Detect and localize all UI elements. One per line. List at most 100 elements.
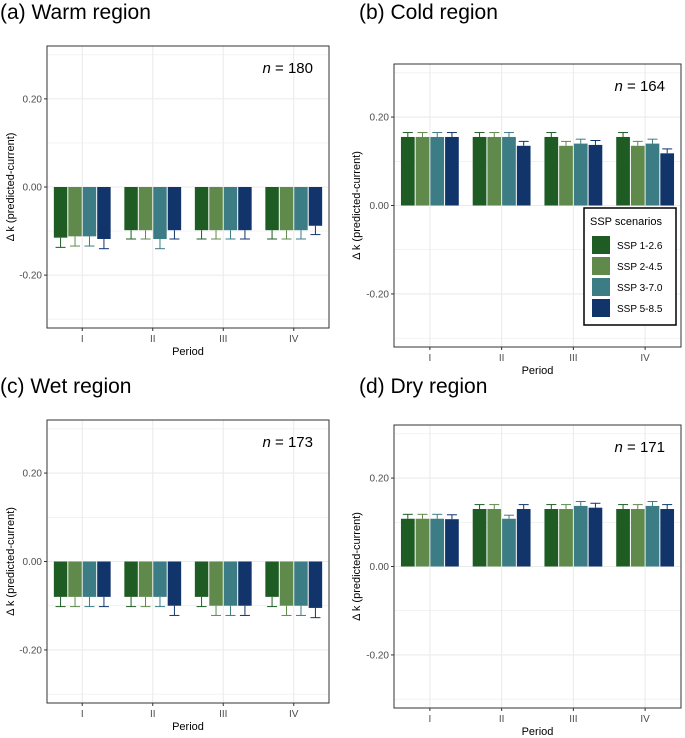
bar-a-ssp-1-2-6-iii <box>194 187 209 231</box>
x-tick-label: II <box>499 714 505 725</box>
bar-b-ssp-3-7-0-ii <box>502 136 516 206</box>
sample-size-symbol: n <box>263 434 271 451</box>
bar-b-ssp-1-2-6-ii <box>472 136 487 206</box>
bar-b-ssp-2-4-5-i <box>415 136 430 206</box>
x-tick-label: IV <box>289 334 299 345</box>
bar-d-ssp-3-7-0-i <box>430 518 445 567</box>
bar-a-ssp-1-2-6-i <box>53 187 68 238</box>
sample-size-symbol: n <box>615 439 623 456</box>
bar-d-ssp-1-2-6-iv <box>616 509 630 567</box>
y-tick-label: 0.00 <box>23 557 43 568</box>
bar-d-ssp-2-4-5-iv <box>630 509 645 567</box>
bar-a-ssp-3-7-0-iii <box>223 187 238 231</box>
sample-size-label: n = 180 <box>263 60 313 77</box>
bar-c-ssp-1-2-6-i <box>53 561 68 597</box>
bar-a-ssp-5-8-5-i <box>97 187 111 239</box>
bar-b-ssp-2-4-5-iv <box>630 145 645 206</box>
bar-b-ssp-5-8-5-i <box>445 136 459 206</box>
bar-c-ssp-3-7-0-i <box>82 561 97 597</box>
bar-b-ssp-1-2-6-iv <box>616 136 630 206</box>
legend-label: SSP 1-2.6 <box>617 241 663 252</box>
x-tick-label: I <box>81 709 84 720</box>
y-tick-label: -0.20 <box>19 271 42 282</box>
y-tick-label: 0.20 <box>23 94 43 105</box>
sample-size-label: n = 173 <box>263 434 313 451</box>
legend-swatch <box>592 299 610 317</box>
bar-c-ssp-5-8-5-i <box>97 561 111 597</box>
y-tick-label: 0.00 <box>23 183 43 194</box>
sample-size-value: = 164 <box>623 78 665 95</box>
bar-c-ssp-5-8-5-ii <box>167 561 182 606</box>
y-tick-label: 0.20 <box>370 474 390 485</box>
legend-swatch <box>592 278 610 296</box>
sample-size-value: = 180 <box>271 60 313 77</box>
bar-a-ssp-3-7-0-ii <box>153 187 167 239</box>
bar-d-ssp-3-7-0-ii <box>502 518 516 567</box>
bar-c-ssp-5-8-5-iv <box>308 561 323 608</box>
panel-title: (d) Dry region <box>359 375 487 398</box>
panel-title: (b) Cold region <box>359 1 498 24</box>
sample-size-value: = 173 <box>271 434 313 451</box>
y-axis-title: Δ k (predicted-current) <box>5 133 17 242</box>
y-axis-title: Δ k (predicted-current) <box>351 512 363 621</box>
x-tick-label: I <box>81 334 84 345</box>
bar-c-ssp-1-2-6-iv <box>265 561 279 597</box>
bar-c-ssp-2-4-5-i <box>68 561 82 597</box>
bar-d-ssp-1-2-6-iii <box>544 509 559 567</box>
legend-swatch <box>592 257 610 275</box>
bar-c-ssp-2-4-5-iii <box>209 561 223 606</box>
y-tick-label: 0.00 <box>370 201 390 212</box>
sample-size-label: n = 171 <box>615 439 665 456</box>
legend-swatch <box>592 236 610 254</box>
x-axis-title: Period <box>172 721 204 733</box>
bar-d-ssp-3-7-0-iii <box>573 505 588 567</box>
bar-b-ssp-1-2-6-iii <box>544 136 559 206</box>
panel-title: (a) Warm region <box>0 1 151 24</box>
bar-a-ssp-2-4-5-ii <box>138 187 153 231</box>
bar-c-ssp-3-7-0-ii <box>153 561 167 597</box>
bar-d-ssp-5-8-5-ii <box>516 509 531 567</box>
bar-c-ssp-2-4-5-ii <box>138 561 153 597</box>
bar-b-ssp-2-4-5-iii <box>559 145 573 206</box>
x-tick-label: I <box>428 353 431 364</box>
bar-d-ssp-1-2-6-ii <box>472 509 487 567</box>
bar-b-ssp-3-7-0-iv <box>645 143 660 206</box>
bar-a-ssp-2-4-5-i <box>68 187 82 237</box>
bar-a-ssp-3-7-0-i <box>82 187 97 237</box>
x-tick-label: II <box>150 334 156 345</box>
bar-c-ssp-3-7-0-iv <box>294 561 308 606</box>
bar-b-ssp-5-8-5-iv <box>660 153 675 206</box>
x-tick-label: II <box>150 709 156 720</box>
x-tick-label: III <box>569 714 577 725</box>
x-tick-label: IV <box>640 714 650 725</box>
bar-a-ssp-5-8-5-iii <box>238 187 252 231</box>
bar-c-ssp-1-2-6-ii <box>124 561 138 597</box>
legend-label: SSP 2-4.5 <box>617 262 663 273</box>
y-tick-label: -0.20 <box>366 289 389 300</box>
panel-title: (c) Wet region <box>0 375 132 398</box>
x-tick-label: III <box>219 334 227 345</box>
bar-b-ssp-1-2-6-i <box>400 136 415 206</box>
sample-size-symbol: n <box>615 78 623 95</box>
x-tick-label: II <box>499 353 505 364</box>
bar-c-ssp-5-8-5-iii <box>238 561 252 606</box>
y-tick-label: 0.20 <box>370 113 390 124</box>
bar-a-ssp-2-4-5-iv <box>279 187 294 231</box>
bar-d-ssp-3-7-0-iv <box>645 505 660 567</box>
bar-d-ssp-5-8-5-iii <box>588 507 603 567</box>
y-tick-label: -0.20 <box>366 650 389 661</box>
legend-title: SSP scenarios <box>590 216 662 228</box>
bar-b-ssp-3-7-0-iii <box>573 143 588 206</box>
bar-c-ssp-2-4-5-iv <box>279 561 294 606</box>
x-tick-label: I <box>428 714 431 725</box>
sample-size-value: = 171 <box>623 439 665 456</box>
x-tick-label: III <box>219 709 227 720</box>
bar-d-ssp-2-4-5-ii <box>487 509 502 567</box>
bar-b-ssp-3-7-0-i <box>430 136 445 206</box>
bar-d-ssp-5-8-5-i <box>445 519 459 567</box>
bar-d-ssp-2-4-5-i <box>415 518 430 567</box>
